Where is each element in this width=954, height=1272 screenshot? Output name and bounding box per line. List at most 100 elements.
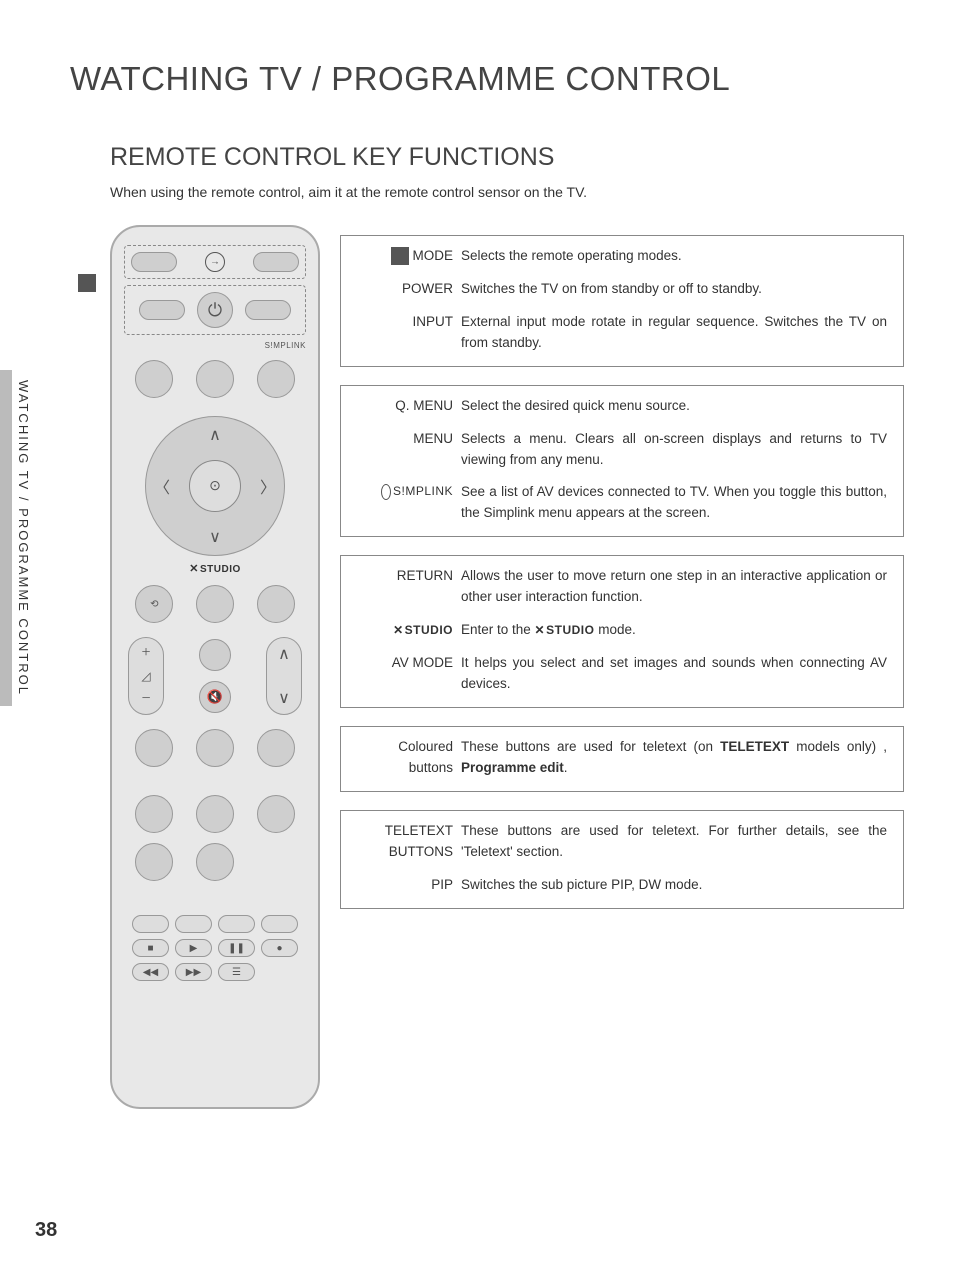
input-icon: [205, 252, 225, 272]
description-text: See a list of AV devices connected to TV…: [461, 482, 887, 524]
description-column: MODE Selects the remote operating modes. P…: [340, 235, 904, 909]
description-label: STUDIO: [357, 620, 453, 641]
description-text: Selects the remote operating modes.: [461, 246, 887, 267]
description-group: RETURNAllows the user to move return one…: [340, 555, 904, 708]
stop-button: ■: [132, 939, 169, 957]
volume-channel-block: + ◿ − 🔇 ∧ ∨: [128, 637, 302, 715]
description-item: MODE Selects the remote operating modes.: [357, 246, 887, 267]
description-text: Allows the user to move return one step …: [461, 566, 887, 608]
teletext-button: [261, 915, 298, 933]
description-item: INPUTExternal input mode rotate in regul…: [357, 312, 887, 354]
button-row: [124, 843, 306, 881]
rewind-button: ◀◀: [132, 963, 169, 981]
description-text: Switches the TV on from standby or off t…: [461, 279, 887, 300]
description-text: Switches the sub picture PIP, DW mode.: [461, 875, 887, 896]
teletext-row: [132, 915, 298, 933]
center-buttons: 🔇: [199, 639, 231, 713]
description-label: RETURN: [357, 566, 453, 608]
description-item: STUDIOEnter to the STUDIO mode.: [357, 620, 887, 641]
description-group: TELETEXT BUTTONSThese buttons are used f…: [340, 810, 904, 909]
page-number: 38: [35, 1219, 57, 1242]
description-label: Coloured buttons: [357, 737, 453, 779]
round-button: [196, 729, 234, 767]
list-button: ☰: [218, 963, 255, 981]
description-label: MODE: [357, 246, 453, 267]
xstudio-icon: STUDIO: [535, 623, 595, 637]
dpad-wrap: ∧ ∨ 〈 〉: [124, 416, 306, 556]
description-group: Q. MENU Select the desired quick menu sou…: [340, 385, 904, 538]
media-row: ■ ▶ ❚❚ ●: [132, 939, 298, 957]
mode-button: [131, 252, 177, 272]
description-group: MODE Selects the remote operating modes. P…: [340, 235, 904, 367]
color-button: [135, 843, 173, 881]
chevron-up-icon: ∧: [278, 644, 290, 664]
description-item: Coloured buttonsThese buttons are used f…: [357, 737, 887, 779]
description-item: S!MPLINK See a list of AV devices connect…: [357, 482, 887, 524]
simplink-icon: S!MPLINK: [381, 482, 453, 501]
callout-marker: [391, 247, 409, 265]
description-item: Q. MENU Select the desired quick menu sou…: [357, 396, 887, 417]
description-label: S!MPLINK: [357, 482, 453, 524]
chevron-down-icon: ∨: [278, 688, 290, 708]
description-label: AV MODE: [357, 653, 453, 695]
teletext-button: [132, 915, 169, 933]
return-button: ⟲: [135, 585, 173, 623]
sub-title: REMOTE CONTROL KEY FUNCTIONS: [110, 143, 904, 172]
mute-button: 🔇: [199, 681, 231, 713]
round-button: [196, 360, 234, 398]
minus-icon: −: [141, 690, 150, 708]
media-row: ◀◀ ▶▶ ☰: [132, 963, 298, 981]
mode-button-group: [124, 245, 306, 279]
button-row: [124, 795, 306, 833]
main-title: WATCHING TV / PROGRAMME CONTROL: [70, 60, 904, 98]
color-button: [196, 843, 234, 881]
arrow-down-icon: ∨: [209, 527, 221, 547]
arrow-right-icon: 〉: [260, 474, 276, 498]
channel-rocker: ∧ ∨: [266, 637, 302, 715]
description-item: PIP Switches the sub picture PIP, DW mode…: [357, 875, 887, 896]
xstudio-label: STUDIO: [124, 562, 306, 575]
description-label: PIP: [357, 875, 453, 896]
power-button-group: ⏻: [124, 285, 306, 335]
xstudio-icon: STUDIO: [393, 623, 453, 637]
description-item: MENUSelects a menu. Clears all on-screen…: [357, 429, 887, 471]
description-text: Enter to the STUDIO mode.: [461, 620, 887, 641]
forward-button: ▶▶: [175, 963, 212, 981]
round-button: [196, 585, 234, 623]
round-button: [135, 729, 173, 767]
description-text: It helps you select and set images and s…: [461, 653, 887, 695]
description-text: Select the desired quick menu source.: [461, 396, 887, 417]
description-label: TELETEXT BUTTONS: [357, 821, 453, 863]
play-button: ▶: [175, 939, 212, 957]
intro-text: When using the remote control, aim it at…: [110, 184, 904, 200]
round-button: [257, 729, 295, 767]
arrow-left-icon: 〈: [154, 474, 170, 498]
button-row: [124, 729, 306, 767]
description-label: Q. MENU: [357, 396, 453, 417]
color-button: [196, 795, 234, 833]
description-text: These buttons are used for teletext. For…: [461, 821, 887, 863]
mode-button: [245, 300, 291, 320]
simplink-label: S!MPLINK: [124, 341, 306, 350]
power-button: ⏻: [197, 292, 233, 328]
description-item: RETURNAllows the user to move return one…: [357, 566, 887, 608]
description-text: External input mode rotate in regular se…: [461, 312, 887, 354]
round-button: [199, 639, 231, 671]
mode-button: [253, 252, 299, 272]
round-button: [257, 360, 295, 398]
dpad: ∧ ∨ 〈 〉: [145, 416, 285, 556]
description-text: Selects a menu. Clears all on-screen dis…: [461, 429, 887, 471]
color-button: [257, 795, 295, 833]
teletext-button: [175, 915, 212, 933]
teletext-button: [218, 915, 255, 933]
description-item: AV MODEIt helps you select and set image…: [357, 653, 887, 695]
arrow-up-icon: ∧: [209, 425, 221, 445]
content-row: ⏻ S!MPLINK ∧ ∨ 〈 〉 STUDIO ⟲: [110, 225, 904, 1109]
description-label: MENU: [357, 429, 453, 471]
description-label: INPUT: [357, 312, 453, 354]
description-item: TELETEXT BUTTONSThese buttons are used f…: [357, 821, 887, 863]
remote-control-diagram: ⏻ S!MPLINK ∧ ∨ 〈 〉 STUDIO ⟲: [110, 225, 320, 1109]
description-item: POWERSwitches the TV on from standby or …: [357, 279, 887, 300]
color-button: [135, 795, 173, 833]
button-row: ⟲: [124, 585, 306, 623]
